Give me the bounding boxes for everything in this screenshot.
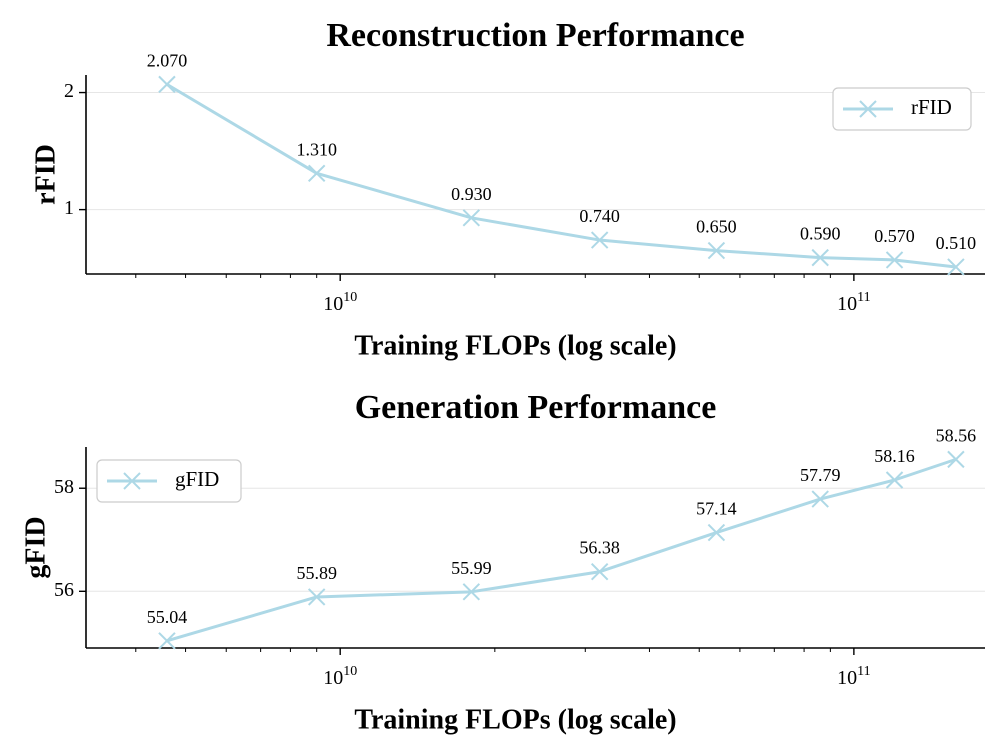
chart-panel-2: Generation Performance 56 58 1010 1011 Traini… <box>20 389 985 735</box>
y-axis-label: gFID <box>20 516 51 578</box>
legend-marker <box>123 472 141 490</box>
data-label: 58.56 <box>936 425 977 445</box>
data-label: 58.16 <box>874 446 915 466</box>
chart-title: Reconstruction Performance <box>326 17 744 54</box>
series-line <box>166 83 957 269</box>
point-marker <box>590 231 609 249</box>
point-marker <box>307 588 326 606</box>
legend-box <box>96 459 242 503</box>
data-label: 0.740 <box>579 206 620 226</box>
x-tick-label: 1011 <box>837 664 870 689</box>
data-point <box>811 248 829 267</box>
data-point <box>885 471 904 489</box>
point-marker <box>811 490 829 508</box>
point-marker <box>947 450 965 469</box>
legend: gFID <box>96 459 242 503</box>
data-label: 2.070 <box>147 50 188 70</box>
point-marker <box>885 471 904 489</box>
chart-panel-1: Reconstruction Performance 1 2 1010 1011 Trai… <box>30 17 985 361</box>
data-label: 0.590 <box>800 224 841 244</box>
x-tick-label: 1011 <box>837 290 870 315</box>
point-marker <box>947 258 965 276</box>
series-line <box>166 457 957 643</box>
data-label: 1.310 <box>296 139 337 159</box>
chart-title: Generation Performance <box>355 389 717 426</box>
data-point <box>307 164 326 183</box>
data-label: 56.38 <box>579 538 620 558</box>
data-label: 55.99 <box>451 558 492 578</box>
data-point <box>307 588 326 606</box>
point-marker <box>811 248 829 267</box>
data-point <box>947 450 965 469</box>
y-axis-label: rFID <box>30 144 61 205</box>
y-tick-label: 56 <box>54 579 74 601</box>
point-marker <box>462 583 481 601</box>
data-point <box>707 523 726 542</box>
x-axis-label: Training FLOPs (log scale) <box>354 330 676 361</box>
legend-marker <box>859 100 877 118</box>
data-label: 0.650 <box>696 217 737 237</box>
point-marker <box>307 164 326 183</box>
data-point <box>590 563 609 581</box>
data-label: 0.930 <box>451 184 492 204</box>
y-tick-label: 58 <box>54 476 74 498</box>
data-label: 57.79 <box>800 465 841 485</box>
data-point <box>590 231 609 249</box>
x-tick-label: 1010 <box>323 290 357 315</box>
data-point <box>462 209 481 227</box>
data-point <box>158 632 176 650</box>
data-point <box>811 490 829 508</box>
point-marker <box>590 563 609 581</box>
point-marker <box>707 241 726 260</box>
data-label: 55.04 <box>147 607 188 627</box>
data-point <box>462 583 481 601</box>
point-marker <box>885 251 904 269</box>
data-point <box>707 241 726 260</box>
data-point <box>947 258 965 276</box>
data-point <box>885 251 904 269</box>
legend: rFID <box>832 87 972 131</box>
legend-box <box>832 87 972 131</box>
data-label: 0.570 <box>874 226 915 246</box>
data-label: 0.510 <box>936 233 977 253</box>
data-label: 57.14 <box>696 499 737 519</box>
point-marker <box>462 209 481 227</box>
point-marker <box>707 523 726 542</box>
y-tick-label: 1 <box>64 197 74 219</box>
legend-label: gFID <box>175 467 219 491</box>
data-label: 55.89 <box>296 563 337 583</box>
x-axis-label: Training FLOPs (log scale) <box>354 704 676 735</box>
point-marker <box>158 75 176 94</box>
legend-label: rFID <box>911 95 952 119</box>
point-marker <box>158 632 176 650</box>
x-tick-label: 1010 <box>323 664 357 689</box>
y-tick-label: 2 <box>64 80 74 102</box>
data-point <box>158 75 176 94</box>
